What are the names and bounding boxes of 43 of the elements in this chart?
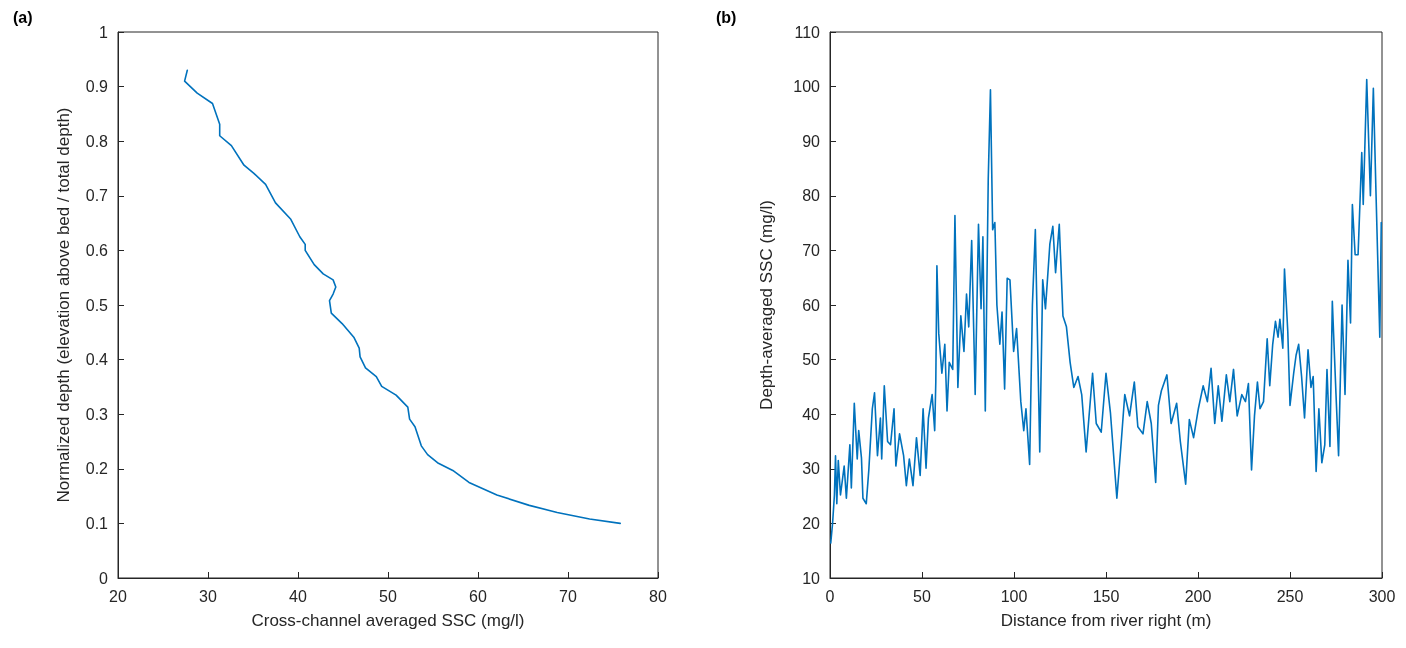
x-tick-label: 300 <box>1368 587 1396 605</box>
x-tick-label: 30 <box>199 587 217 605</box>
y-tick-label: 0 <box>99 569 109 587</box>
x-tick-label: 80 <box>649 587 667 605</box>
x-tick-label: 0 <box>825 587 835 605</box>
y-tick-label: 20 <box>802 514 821 532</box>
x-tick-label: 40 <box>289 587 307 605</box>
y-tick-label: 0.2 <box>85 460 109 478</box>
y-tick-label: 110 <box>794 23 821 41</box>
x-axis-title: Distance from river right (m) <box>1000 611 1212 630</box>
y-tick-label: 0.4 <box>85 351 109 369</box>
line-series <box>183 69 621 525</box>
x-tick-label: 50 <box>913 587 931 605</box>
y-tick-label: 50 <box>802 351 821 369</box>
line-series <box>829 78 1383 544</box>
x-tick-label: 100 <box>1000 587 1028 605</box>
x-tick-label: 50 <box>379 587 397 605</box>
y-tick-label: 70 <box>802 241 821 259</box>
y-tick-label: 30 <box>802 460 821 478</box>
y-tick-label: 0.7 <box>85 187 109 205</box>
x-tick-label: 250 <box>1276 587 1304 605</box>
y-axis-title: Depth-averaged SSC (mg/l) <box>757 200 776 410</box>
x-tick-label: 70 <box>559 587 577 605</box>
y-tick-label: 90 <box>802 132 821 150</box>
chart-title: (a) <box>13 8 33 26</box>
y-tick-label: 0.9 <box>85 78 109 96</box>
y-tick-label: 60 <box>802 296 821 314</box>
chart-title: (b) <box>716 8 737 26</box>
y-axis-title: Normalized depth (elevation above bed / total depth) <box>54 107 73 503</box>
y-tick-label: 0.8 <box>85 132 109 150</box>
x-axis-title: Cross-channel averaged SSC (mg/l) <box>251 611 525 630</box>
y-tick-label: 0.3 <box>85 405 109 423</box>
y-tick-label: 0.6 <box>85 241 109 259</box>
y-tick-label: 40 <box>802 405 821 423</box>
y-tick-label: 80 <box>802 187 821 205</box>
x-tick-label: 150 <box>1092 587 1120 605</box>
y-tick-label: 0.1 <box>85 514 109 532</box>
y-tick-label: 10 <box>802 569 821 587</box>
y-tick-label: 100 <box>793 78 821 96</box>
y-tick-label: 0.5 <box>85 296 109 314</box>
x-tick-label: 60 <box>469 587 487 605</box>
y-tick-label: 1 <box>99 23 109 41</box>
x-tick-label: 200 <box>1184 587 1212 605</box>
